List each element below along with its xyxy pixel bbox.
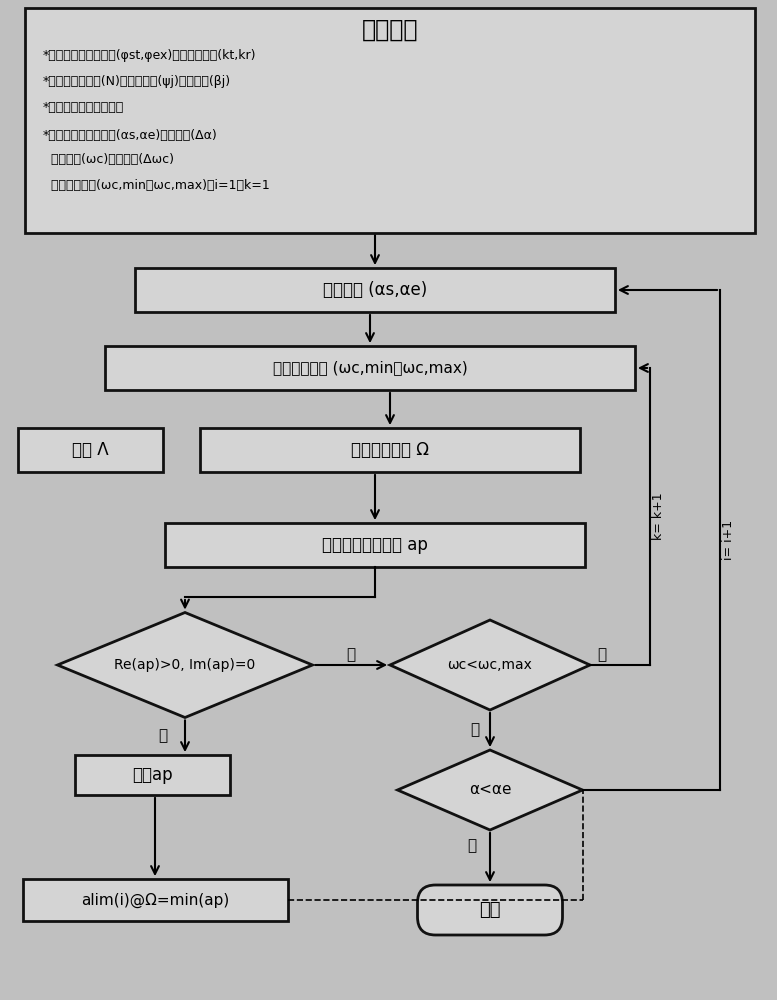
Text: 求解 Λ: 求解 Λ [71,441,108,459]
Text: 颤振频率范围(ωc,min，ωc,max)，i=1，k=1: 颤振频率范围(ωc,min，ωc,max)，i=1，k=1 [43,179,270,192]
Polygon shape [390,620,590,710]
Text: 是: 是 [159,728,168,743]
Polygon shape [398,750,583,830]
FancyBboxPatch shape [105,346,635,390]
Text: *仿真参数：波长范围(αs,αe)，增加量(Δα): *仿真参数：波长范围(αs,αe)，增加量(Δα) [43,129,218,142]
Text: 结束: 结束 [479,901,500,919]
Text: 选择颤振频率 (ωc,min，ωc,max): 选择颤振频率 (ωc,min，ωc,max) [273,360,468,375]
Text: 求解主轴转速 Ω: 求解主轴转速 Ω [351,441,429,459]
FancyBboxPatch shape [417,885,563,935]
FancyBboxPatch shape [18,428,162,472]
Text: 选择波长 (αs,αe): 选择波长 (αs,αe) [323,281,427,299]
Text: ωc<ωc,max: ωc<ωc,max [448,658,532,672]
FancyBboxPatch shape [165,523,585,567]
Text: 存储ap: 存储ap [131,766,172,784]
Text: 否: 否 [470,722,479,738]
Text: alim(i)@Ω=min(ap): alim(i)@Ω=min(ap) [81,892,229,908]
Polygon shape [57,612,312,718]
Text: 求解轴向切削深度 ap: 求解轴向切削深度 ap [322,536,428,554]
FancyBboxPatch shape [135,268,615,312]
FancyBboxPatch shape [23,879,287,921]
FancyBboxPatch shape [75,755,229,795]
Text: *刀具参数：齿数(N)，端部齿距(ψj)，螺旋角(βj): *刀具参数：齿数(N)，端部齿距(ψj)，螺旋角(βj) [43,75,231,88]
Text: k= k+1: k= k+1 [651,493,664,540]
Text: 否: 否 [468,838,476,854]
Text: Re(ap)>0, Im(ap)=0: Re(ap)>0, Im(ap)=0 [114,658,256,672]
FancyBboxPatch shape [25,7,755,232]
Text: i= i+1: i= i+1 [722,520,734,560]
Text: 颤振频率(ωc)，分辨率(Δωc): 颤振频率(ωc)，分辨率(Δωc) [43,153,174,166]
Text: 否: 否 [347,648,356,662]
FancyBboxPatch shape [200,428,580,472]
Text: 输入参数: 输入参数 [362,17,418,41]
Text: *切削参数：浸入角度(φst,φex)，切削力系数(kt,kr): *切削参数：浸入角度(φst,φex)，切削力系数(kt,kr) [43,49,256,62]
Text: 是: 是 [598,648,607,662]
Text: *动态参数：传递函数等: *动态参数：传递函数等 [43,101,124,114]
Text: α<αe: α<αe [469,782,511,798]
